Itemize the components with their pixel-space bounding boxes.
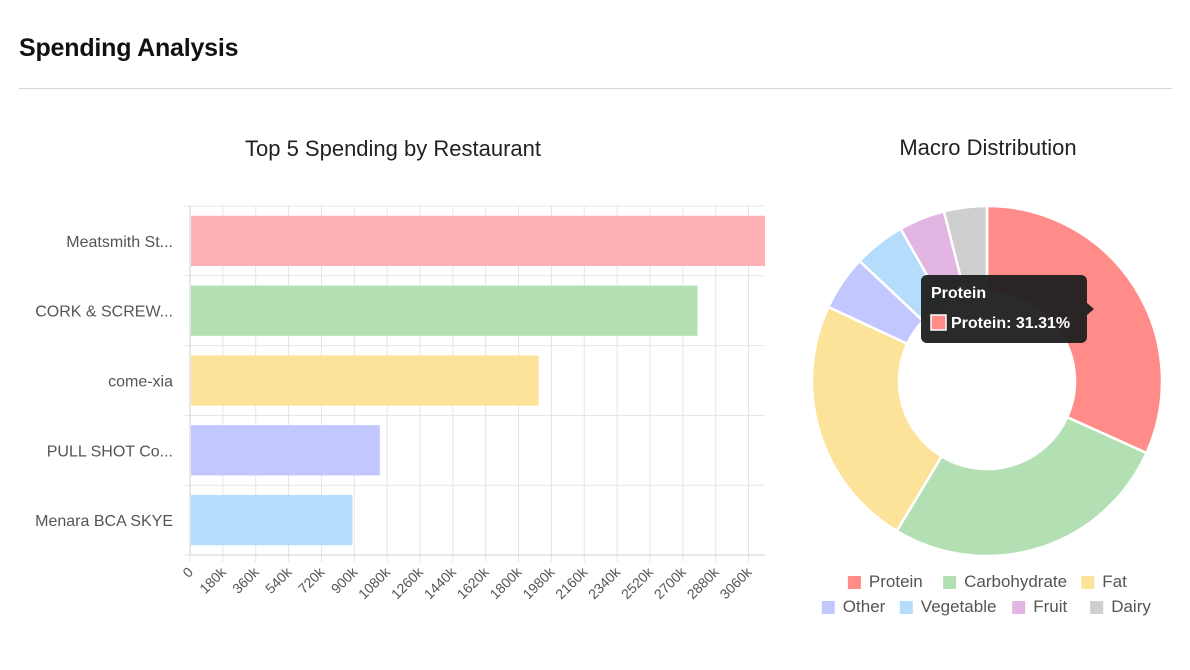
section-divider	[19, 88, 1172, 89]
legend-item-fat[interactable]: Fat	[1081, 572, 1127, 591]
legend-swatch	[943, 576, 957, 589]
bar-4[interactable]	[191, 494, 353, 546]
y-tick-label: CORK & SCREW...	[35, 304, 173, 321]
bar-chart-title: Top 5 Spending by Restaurant	[245, 136, 541, 161]
legend-label: Vegetable	[921, 597, 997, 616]
bar-chart-x-labels: 0 180k 360k 540k 720k 900k1080k1260k1440k1620…	[179, 563, 755, 602]
x-tick-label: 1620k	[454, 563, 493, 602]
donut-chart: Macro Distribution Protein Carbohydrate Fa…	[810, 135, 1164, 616]
tooltip-title: Protein	[931, 285, 986, 302]
legend-swatch	[821, 601, 835, 614]
legend-swatch	[899, 601, 913, 614]
x-tick-label: 0	[179, 564, 196, 581]
legend-item-protein[interactable]: Protein	[847, 572, 923, 591]
bar-chart-y-labels: Meatsmith St... CORK & SCREW... come-xia PU…	[35, 234, 173, 530]
legend-swatch	[847, 576, 861, 589]
legend-item-dairy[interactable]: Dairy	[1090, 597, 1151, 616]
legend-item-carbohydrate[interactable]: Carbohydrate	[943, 572, 1067, 591]
x-tick-label: 1800k	[486, 563, 525, 602]
donut-slice-fat[interactable]	[810, 305, 944, 533]
x-tick-label: 2520k	[618, 563, 657, 602]
legend-swatch	[1012, 601, 1026, 614]
legend-item-vegetable[interactable]: Vegetable	[899, 597, 997, 616]
y-tick-label: Meatsmith St...	[66, 234, 173, 251]
x-tick-label: 360k	[229, 563, 262, 596]
x-tick-label: 1980k	[519, 563, 558, 602]
donut-chart-title: Macro Distribution	[899, 135, 1076, 160]
donut-tooltip: Protein Protein: 31.31%	[921, 275, 1094, 343]
section-title: Spending Analysis	[19, 34, 239, 62]
legend-item-other[interactable]: Other	[821, 597, 886, 616]
x-tick-label: 720k	[295, 563, 328, 596]
x-tick-label: 3060k	[716, 563, 755, 602]
donut-chart-legend: Protein Carbohydrate Fat Other Vegetable Frui…	[821, 572, 1151, 616]
legend-label: Dairy	[1111, 597, 1151, 616]
bar-chart-bars	[191, 215, 765, 546]
donut-chart-slices	[810, 204, 1164, 558]
y-tick-label: PULL SHOT Co...	[47, 443, 173, 460]
legend-label: Protein	[869, 572, 923, 591]
legend-label: Other	[843, 597, 886, 616]
x-tick-label: 540k	[262, 563, 295, 596]
x-tick-label: 2160k	[552, 563, 591, 602]
bar-chart: Top 5 Spending by Restaurant Meatsmith S…	[35, 136, 765, 602]
x-tick-label: 180k	[196, 563, 229, 596]
x-tick-label: 2700k	[651, 563, 690, 602]
x-tick-label: 1080k	[355, 563, 394, 602]
legend-label: Fruit	[1033, 597, 1067, 616]
bar-2[interactable]	[191, 355, 539, 406]
bar-3[interactable]	[191, 425, 380, 476]
x-tick-label: 2880k	[684, 563, 723, 602]
legend-swatch	[1090, 601, 1104, 614]
x-tick-label: 2340k	[585, 563, 624, 602]
legend-label: Carbohydrate	[964, 572, 1067, 591]
x-tick-label: 1260k	[388, 563, 427, 602]
legend-label: Fat	[1102, 572, 1127, 591]
bar-0[interactable]	[191, 215, 765, 267]
tooltip-label: Protein: 31.31%	[951, 315, 1070, 332]
y-tick-label: Menara BCA SKYE	[35, 513, 173, 530]
tooltip-swatch	[930, 314, 947, 331]
donut-slice-carbohydrate[interactable]	[895, 415, 1149, 558]
x-tick-label: 1440k	[421, 563, 460, 602]
legend-item-fruit[interactable]: Fruit	[1012, 597, 1067, 616]
tooltip-background	[921, 275, 1087, 343]
legend-swatch	[1081, 576, 1095, 589]
y-tick-label: come-xia	[108, 374, 173, 391]
tooltip-caret	[1087, 303, 1094, 315]
bar-1[interactable]	[191, 285, 698, 336]
